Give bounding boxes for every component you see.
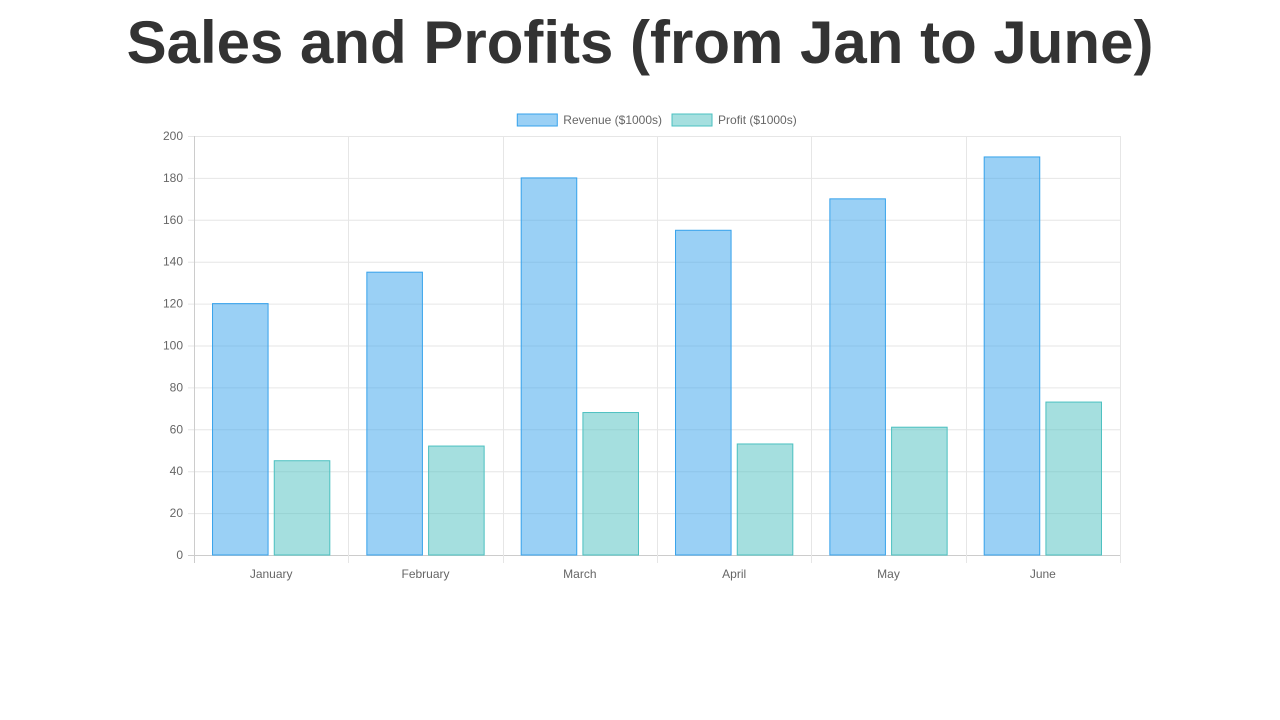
revenue-bar [829,198,886,556]
x-tick-label: June [1030,567,1056,581]
grid-lines [188,136,1121,563]
profit-bar [273,460,331,556]
y-tick-label: 80 [170,380,184,394]
x-tick-label: February [401,567,449,581]
profit-bar [1045,401,1102,556]
x-tick-label: March [563,567,596,581]
legend-swatch-profit [671,113,713,127]
profit-bar [891,426,948,556]
chart-title: Sales and Profits (from Jan to June) [126,9,1154,76]
y-tick-label: 0 [176,548,183,562]
x-tick-label: January [250,567,293,581]
x-tick-label: April [722,567,746,581]
legend-label-profit: Profit ($1000s) [718,113,797,127]
y-tick-label: 180 [163,171,183,185]
y-tick-label: 40 [170,464,184,478]
profit-bar [428,445,485,556]
profit-bar [582,412,639,556]
revenue-bar [520,177,578,556]
y-tick-label: 60 [170,422,184,436]
revenue-bar [675,229,732,556]
axes: 0 20 40 60 80 100 120 140 160 180 200 January Februa… [163,129,1056,581]
y-tick-label: 20 [170,506,184,520]
revenue-bar [983,156,1041,556]
legend-swatch-revenue [516,113,558,127]
revenue-bar [366,271,423,556]
y-tick-label: 120 [163,297,183,311]
x-tick-label: May [877,567,900,581]
y-tick-label: 140 [163,255,183,269]
y-tick-label: 100 [163,339,183,353]
profit-bar [736,443,794,556]
legend: Revenue ($1000s) Profit ($1000s) [516,113,797,127]
legend-label-revenue: Revenue ($1000s) [563,113,662,127]
y-tick-label: 200 [163,129,183,143]
revenue-bar [212,303,269,556]
y-tick-label: 160 [163,213,183,227]
bars [212,156,1102,556]
